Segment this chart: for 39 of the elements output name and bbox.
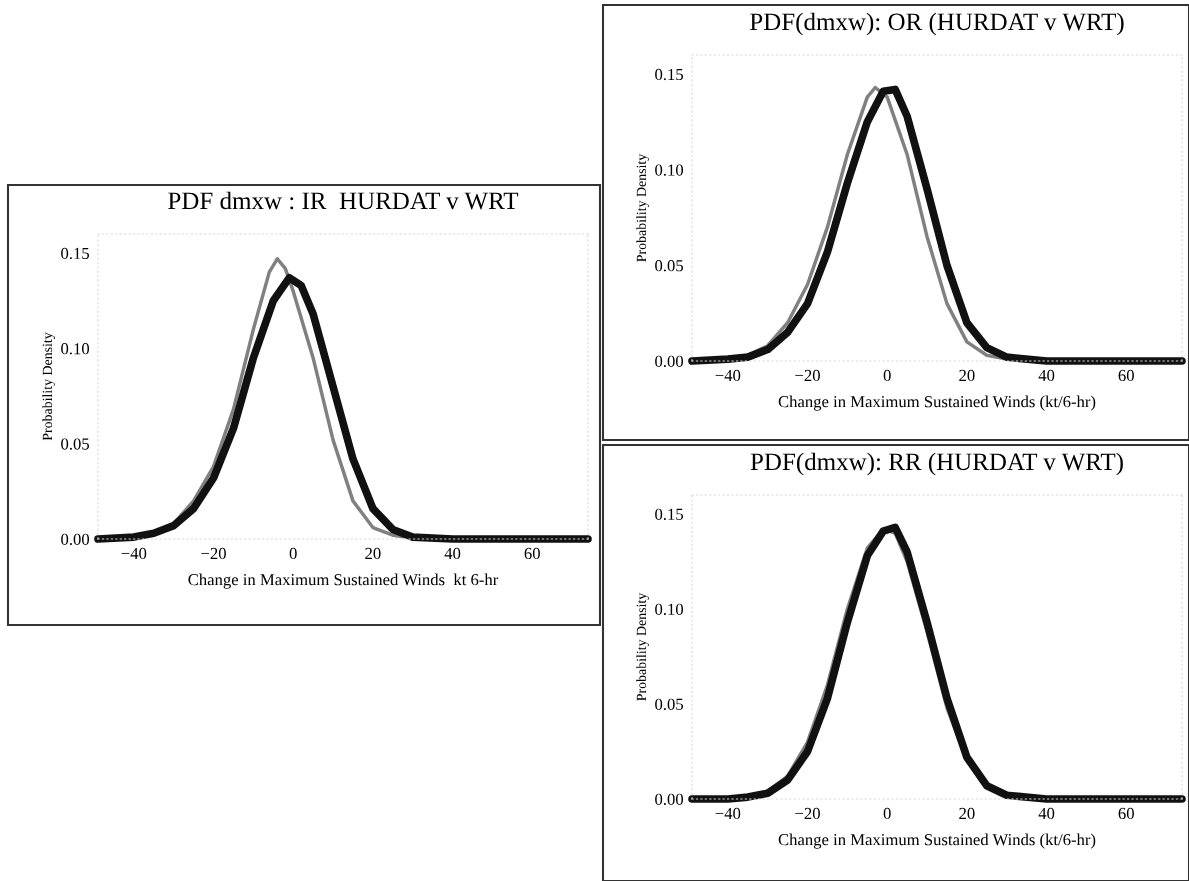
x-tick-label: 20 <box>959 369 975 382</box>
x-axis-title: Change in Maximum Sustained Winds (kt/6-hr) <box>778 395 1096 411</box>
x-tick-label: 60 <box>1118 369 1134 382</box>
y-tick-label: 0.00 <box>655 793 684 806</box>
y-axis-title: Probability Density <box>636 592 649 701</box>
y-tick-label: 0.05 <box>61 438 90 450</box>
y-tick-label: 0.15 <box>655 68 684 81</box>
y-tick-label: 0.15 <box>655 508 684 521</box>
x-tick-label: 60 <box>1118 807 1134 820</box>
x-tick-label: 20 <box>959 807 975 820</box>
x-axis-title: Change in Maximum Sustained Winds kt 6-hr <box>188 573 499 589</box>
x-tick-label: 40 <box>1038 369 1055 382</box>
x-axis-title: Change in Maximum Sustained Winds (kt/6-hr) <box>778 833 1096 849</box>
y-tick-label: 0.15 <box>61 247 90 260</box>
y-tick-label: 0.05 <box>655 698 684 711</box>
x-tick-label: −40 <box>715 807 741 820</box>
x-tick-label: 40 <box>444 547 461 560</box>
x-tick-label: 0 <box>883 807 891 820</box>
x-tick-label: −40 <box>715 369 741 382</box>
x-tick-label: −40 <box>121 547 147 560</box>
y-tick-label: 0.10 <box>655 603 684 616</box>
chart-title: PDF(dmxw): OR (HURDAT v WRT) <box>750 12 1124 36</box>
x-tick-label: −20 <box>795 369 820 382</box>
y-tick-label: 0.00 <box>61 533 90 546</box>
x-tick-label: 40 <box>1038 807 1055 820</box>
y-axis-title: Probability Density <box>42 332 55 441</box>
chart-title: PDF(dmxw): RR (HURDAT v WRT) <box>750 452 1123 476</box>
x-tick-label: −20 <box>795 807 820 820</box>
y-tick-label: 0.10 <box>61 343 90 355</box>
x-tick-label: 0 <box>289 547 297 560</box>
x-tick-label: −20 <box>201 547 226 560</box>
x-tick-label: 60 <box>524 547 540 560</box>
chart-title: PDF dmxw : IR HURDAT v WRT <box>168 191 519 210</box>
y-tick-label: 0.00 <box>655 355 684 368</box>
y-tick-label: 0.05 <box>655 260 684 272</box>
x-tick-label: 0 <box>883 369 891 382</box>
y-axis-title: Probability Density <box>636 153 649 262</box>
x-tick-label: 20 <box>365 547 381 560</box>
y-tick-label: 0.10 <box>655 164 684 176</box>
